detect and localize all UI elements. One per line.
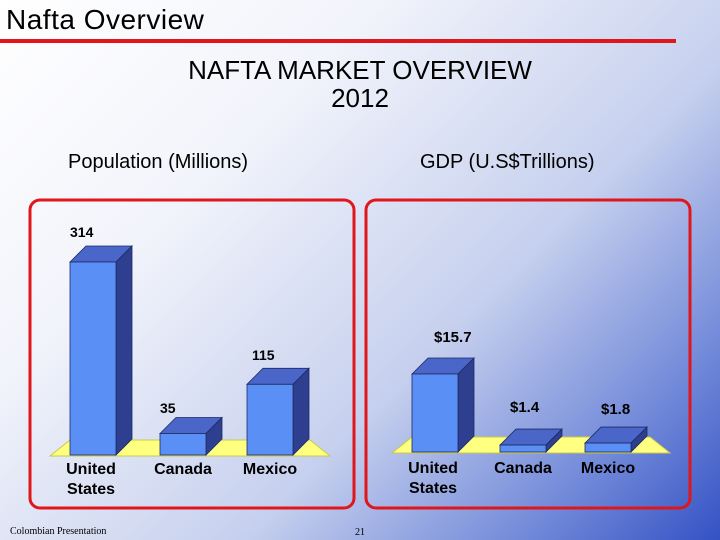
population-data-label: 314 [70, 224, 94, 240]
population-category-label: Canada [154, 461, 212, 478]
population-chart: 314 United States 35 Canada 115 Mexico [48, 224, 332, 498]
heading-line-1: NAFTA MARKET OVERVIEW [188, 55, 532, 85]
gdp-bar [584, 442, 632, 453]
population-bar [159, 433, 207, 456]
gdp-bar-side [457, 357, 475, 453]
population-category-label: States [67, 481, 115, 498]
slide-title: Nafta Overview [6, 4, 205, 35]
title-underline [0, 39, 676, 43]
gdp-category-label: Mexico [581, 460, 635, 477]
page-number: 21 [355, 527, 365, 538]
population-category-label: Mexico [243, 461, 297, 478]
gdp-data-label: $15.7 [434, 329, 472, 346]
gdp-chart-frame [364, 198, 692, 510]
gdp-chart-title: GDP (U.S$Trillions) [420, 151, 595, 173]
gdp-category-label: States [409, 480, 457, 497]
population-data-label: 35 [160, 400, 176, 416]
population-chart-frame [28, 198, 356, 510]
gdp-category-label: Canada [494, 460, 552, 477]
gdp-data-label: $1.8 [601, 401, 630, 418]
population-bar [246, 383, 294, 456]
population-category-label: United [66, 461, 116, 478]
gdp-category-label: United [408, 460, 458, 477]
gdp-bar [499, 444, 547, 453]
gdp-chart: $15.7 United States $1.4 Canada $1.8 Mexico [390, 329, 672, 497]
gdp-bar [411, 373, 459, 453]
population-bar [69, 261, 117, 456]
heading-line-2: 2012 [331, 83, 389, 113]
main-heading: NAFTA MARKET OVERVIEW 2012 [0, 56, 720, 112]
population-bar-side [115, 245, 133, 456]
population-chart-title: Population (Millions) [68, 151, 249, 173]
footer-presentation-name: Colombian Presentation [10, 526, 107, 537]
population-data-label: 115 [252, 347, 275, 363]
gdp-data-label: $1.4 [510, 399, 540, 416]
